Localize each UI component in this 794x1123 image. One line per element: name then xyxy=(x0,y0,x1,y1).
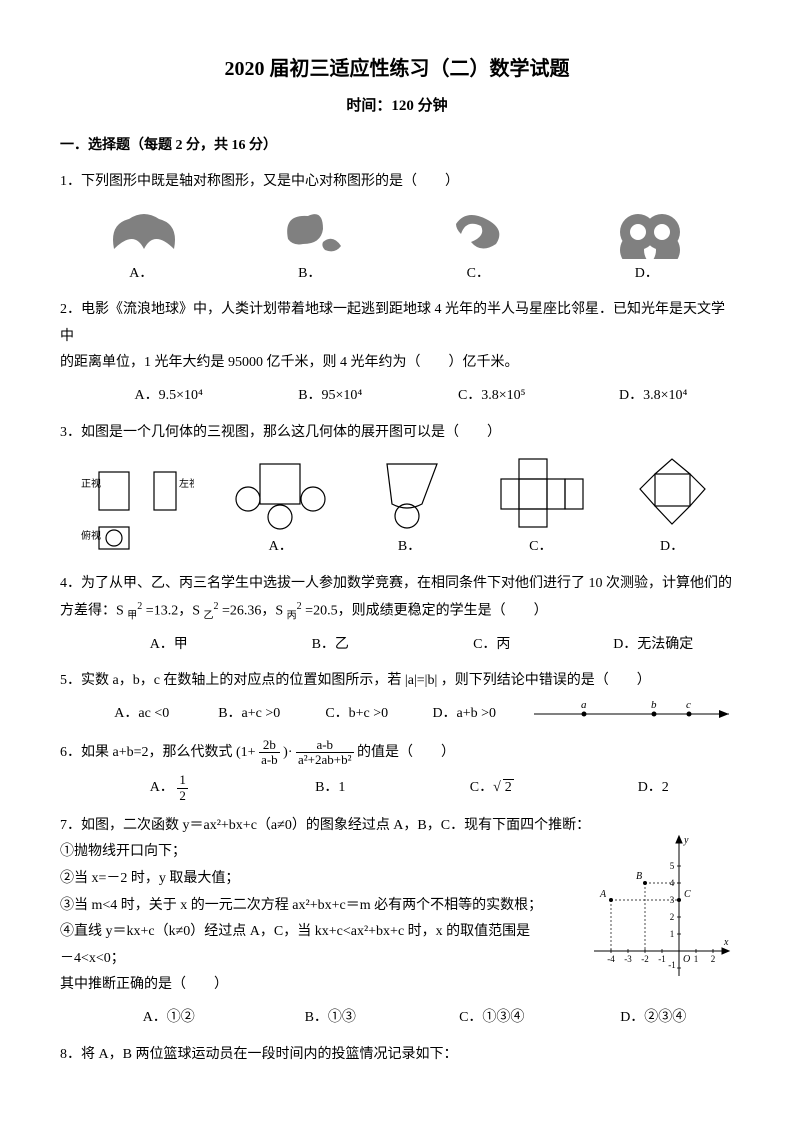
svg-text:b: b xyxy=(651,699,657,711)
q7-opt-a: A．①② xyxy=(88,1005,250,1032)
q6-opt-a: A． 12 xyxy=(88,773,250,803)
q7-s4: ④直线 y＝kx+c（k≠0）经过点 A，C，当 kx+c<ax²+bx+c 时… xyxy=(60,919,560,946)
q1-option-a: A． xyxy=(104,204,184,288)
shape-d-icon xyxy=(610,204,690,259)
q4-opt-b: B．乙 xyxy=(250,632,412,659)
svg-text:B: B xyxy=(636,871,642,882)
question-6: 6．如果 a+b=2，那么代数式 (1+ 2ba-b )· a-ba²+2ab+… xyxy=(60,738,734,803)
q8-text: 8．将 A，B 两位篮球运动员在一段时间内的投篮情况记录如下： xyxy=(60,1042,734,1069)
q5-opt-c: C．b+c >0 xyxy=(303,701,411,728)
shape-c-icon xyxy=(441,204,521,259)
q4-line2: 方差得：S 甲2 =13.2，S 乙2 =26.36，S 丙2 =20.5，则成… xyxy=(60,597,734,625)
q6-text: 6．如果 a+b=2，那么代数式 (1+ 2ba-b )· a-ba²+2ab+… xyxy=(60,738,734,768)
q3-option-b: B． xyxy=(367,454,452,561)
svg-text:5: 5 xyxy=(670,861,675,871)
unfold-c-icon xyxy=(491,454,591,532)
unfold-d-icon xyxy=(630,454,715,532)
page-title: 2020 届初三适应性练习（二）数学试题 xyxy=(60,50,734,88)
svg-text:C: C xyxy=(684,889,691,900)
q7-opt-b: B．①③ xyxy=(250,1005,412,1032)
number-line-icon: a b c xyxy=(534,696,734,726)
svg-text:-4: -4 xyxy=(607,954,615,964)
shape-b-icon xyxy=(273,204,353,259)
question-3: 3．如图是一个几何体的三视图，那么这几何体的展开图可以是（ ） 正视 左视 俯视 xyxy=(60,420,734,561)
three-views-icon: 正视 左视 俯视 xyxy=(79,467,194,559)
q2-line2: 的距离单位，1 光年大约是 95000 亿千米，则 4 光年约为（ ）亿千米。 xyxy=(60,350,734,377)
question-1: 1．下列图形中既是轴对称图形，又是中心对称图形的是（ ） A． B． C． xyxy=(60,169,734,287)
page-subtitle: 时间：120 分钟 xyxy=(60,92,734,121)
q7-opt-d: D．②③④ xyxy=(573,1005,735,1032)
q1-option-d: D． xyxy=(610,204,690,288)
question-5: 5．实数 a，b，c 在数轴上的对应点的位置如图所示，若 |a|=|b| ，则下… xyxy=(60,668,734,727)
svg-text:O: O xyxy=(683,954,690,965)
q1-text: 1．下列图形中既是轴对称图形，又是中心对称图形的是（ ） xyxy=(60,169,734,196)
svg-text:1: 1 xyxy=(694,954,699,964)
svg-text:俯视: 俯视 xyxy=(81,529,101,542)
svg-text:-1: -1 xyxy=(668,960,676,970)
svg-text:x: x xyxy=(723,937,729,948)
svg-text:左视: 左视 xyxy=(179,477,194,490)
svg-text:c: c xyxy=(686,699,691,711)
q3-option-d: D． xyxy=(630,454,715,561)
section-1-header: 一．选择题（每题 2 分，共 16 分） xyxy=(60,133,734,160)
svg-text:a: a xyxy=(581,699,587,711)
q3-option-a: A． xyxy=(233,454,328,561)
q6-opt-c: C．√2 xyxy=(411,775,573,802)
unfold-b-icon xyxy=(367,454,452,532)
q5-opt-b: B．a+c >0 xyxy=(196,701,304,728)
svg-text:正视: 正视 xyxy=(81,477,101,490)
q2-opt-d: D．3.8×10⁴ xyxy=(573,383,735,410)
q4-opt-a: A．甲 xyxy=(88,632,250,659)
svg-text:1: 1 xyxy=(670,929,675,939)
q3-text: 3．如图是一个几何体的三视图，那么这几何体的展开图可以是（ ） xyxy=(60,420,734,447)
q2-opt-b: B．95×10⁴ xyxy=(250,383,412,410)
q3-three-views: 正视 左视 俯视 xyxy=(79,467,194,561)
q7-s3: ③当 m<4 时，关于 x 的一元二次方程 ax²+bx+c＝m 必有两个不相等… xyxy=(60,893,560,920)
shape-a-icon xyxy=(104,204,184,259)
question-2: 2．电影《流浪地球》中，人类计划带着地球一起逃到距地球 4 光年的半人马星座比邻… xyxy=(60,297,734,409)
q1-option-b: B． xyxy=(273,204,353,288)
svg-text:2: 2 xyxy=(670,912,675,922)
svg-text:-3: -3 xyxy=(624,954,632,964)
q2-opt-a: A．9.5×10⁴ xyxy=(88,383,250,410)
q6-opt-d: D．2 xyxy=(573,775,735,802)
svg-text:A: A xyxy=(599,889,607,900)
q2-line1: 2．电影《流浪地球》中，人类计划带着地球一起逃到距地球 4 光年的半人马星座比邻… xyxy=(60,297,734,350)
unfold-a-icon xyxy=(233,454,328,532)
q4-opt-c: C．丙 xyxy=(411,632,573,659)
question-8: 8．将 A，B 两位篮球运动员在一段时间内的投篮情况记录如下： xyxy=(60,1042,734,1069)
svg-text:-2: -2 xyxy=(641,954,649,964)
q4-line1: 4．为了从甲、乙、丙三名学生中选拔一人参加数学竞赛，在相同条件下对他们进行了 1… xyxy=(60,571,734,598)
svg-text:-1: -1 xyxy=(658,954,666,964)
q5-opt-a: A．ac <0 xyxy=(88,701,196,728)
q5-opt-d: D．a+b >0 xyxy=(411,701,519,728)
q2-opt-c: C．3.8×10⁵ xyxy=(411,383,573,410)
q5-text: 5．实数 a，b，c 在数轴上的对应点的位置如图所示，若 |a|=|b| ，则下… xyxy=(60,668,734,695)
parabola-graph-icon: -4 -3 -2 -1 1 2 -1 1 2 3 4 5 xyxy=(584,831,734,981)
q1-option-c: C． xyxy=(441,204,521,288)
q7-opt-c: C．①③④ xyxy=(411,1005,573,1032)
q4-opt-d: D．无法确定 xyxy=(573,632,735,659)
svg-text:y: y xyxy=(683,835,689,846)
svg-text:2: 2 xyxy=(711,954,716,964)
question-4: 4．为了从甲、乙、丙三名学生中选拔一人参加数学竞赛，在相同条件下对他们进行了 1… xyxy=(60,571,734,659)
question-7: 7．如图，二次函数 y＝ax²+bx+c（a≠0）的图象经过点 A，B，C．现有… xyxy=(60,813,734,1032)
q3-option-c: C． xyxy=(491,454,591,561)
q6-opt-b: B．1 xyxy=(250,775,412,802)
